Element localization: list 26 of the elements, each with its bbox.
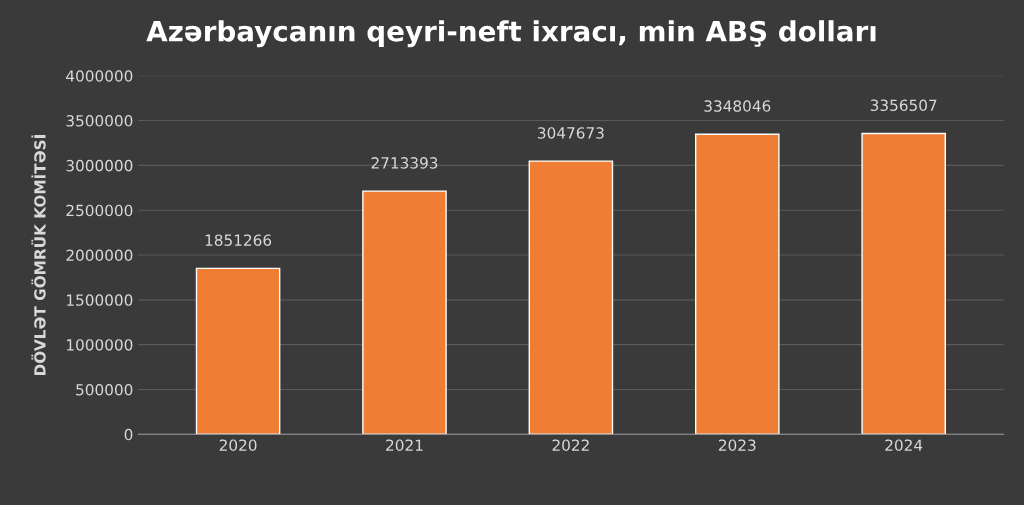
data-label: 3356507 [870,99,937,112]
y-axis-title: DÖVLƏT GÖMRÜK KOMİTƏSİ [31,135,46,375]
bar [195,267,281,435]
data-label: 3047673 [538,127,604,139]
x-tick-label: 2023 [718,439,756,451]
chart-title: Azərbaycanın qeyri-neft ixracı, min ABŞ dolları [146,20,876,48]
y-tick-label: 1500000 [67,294,133,306]
data-label: 3348046 [704,100,771,112]
bar [694,133,780,435]
y-tick-label: 500000 [76,383,133,396]
y-tick-label: 3000000 [66,159,133,172]
x-tick-label: 2021 [386,439,423,451]
y-tick-label: 0 [124,428,133,441]
y-tick-label: 2500000 [66,204,133,217]
y-tick-label: 4000000 [66,70,133,82]
bar [861,132,946,435]
x-tick-label: 2022 [552,439,589,451]
y-tick-label: 2000000 [66,249,133,262]
data-label: 1851266 [205,234,272,246]
data-label: 2713393 [371,157,438,169]
bar [362,190,447,435]
y-tick-label: 1000000 [67,339,133,351]
y-tick-label: 3500000 [66,115,133,127]
x-tick-label: 2024 [885,439,923,451]
x-tick-label: 2020 [219,439,257,451]
bar [528,160,614,435]
